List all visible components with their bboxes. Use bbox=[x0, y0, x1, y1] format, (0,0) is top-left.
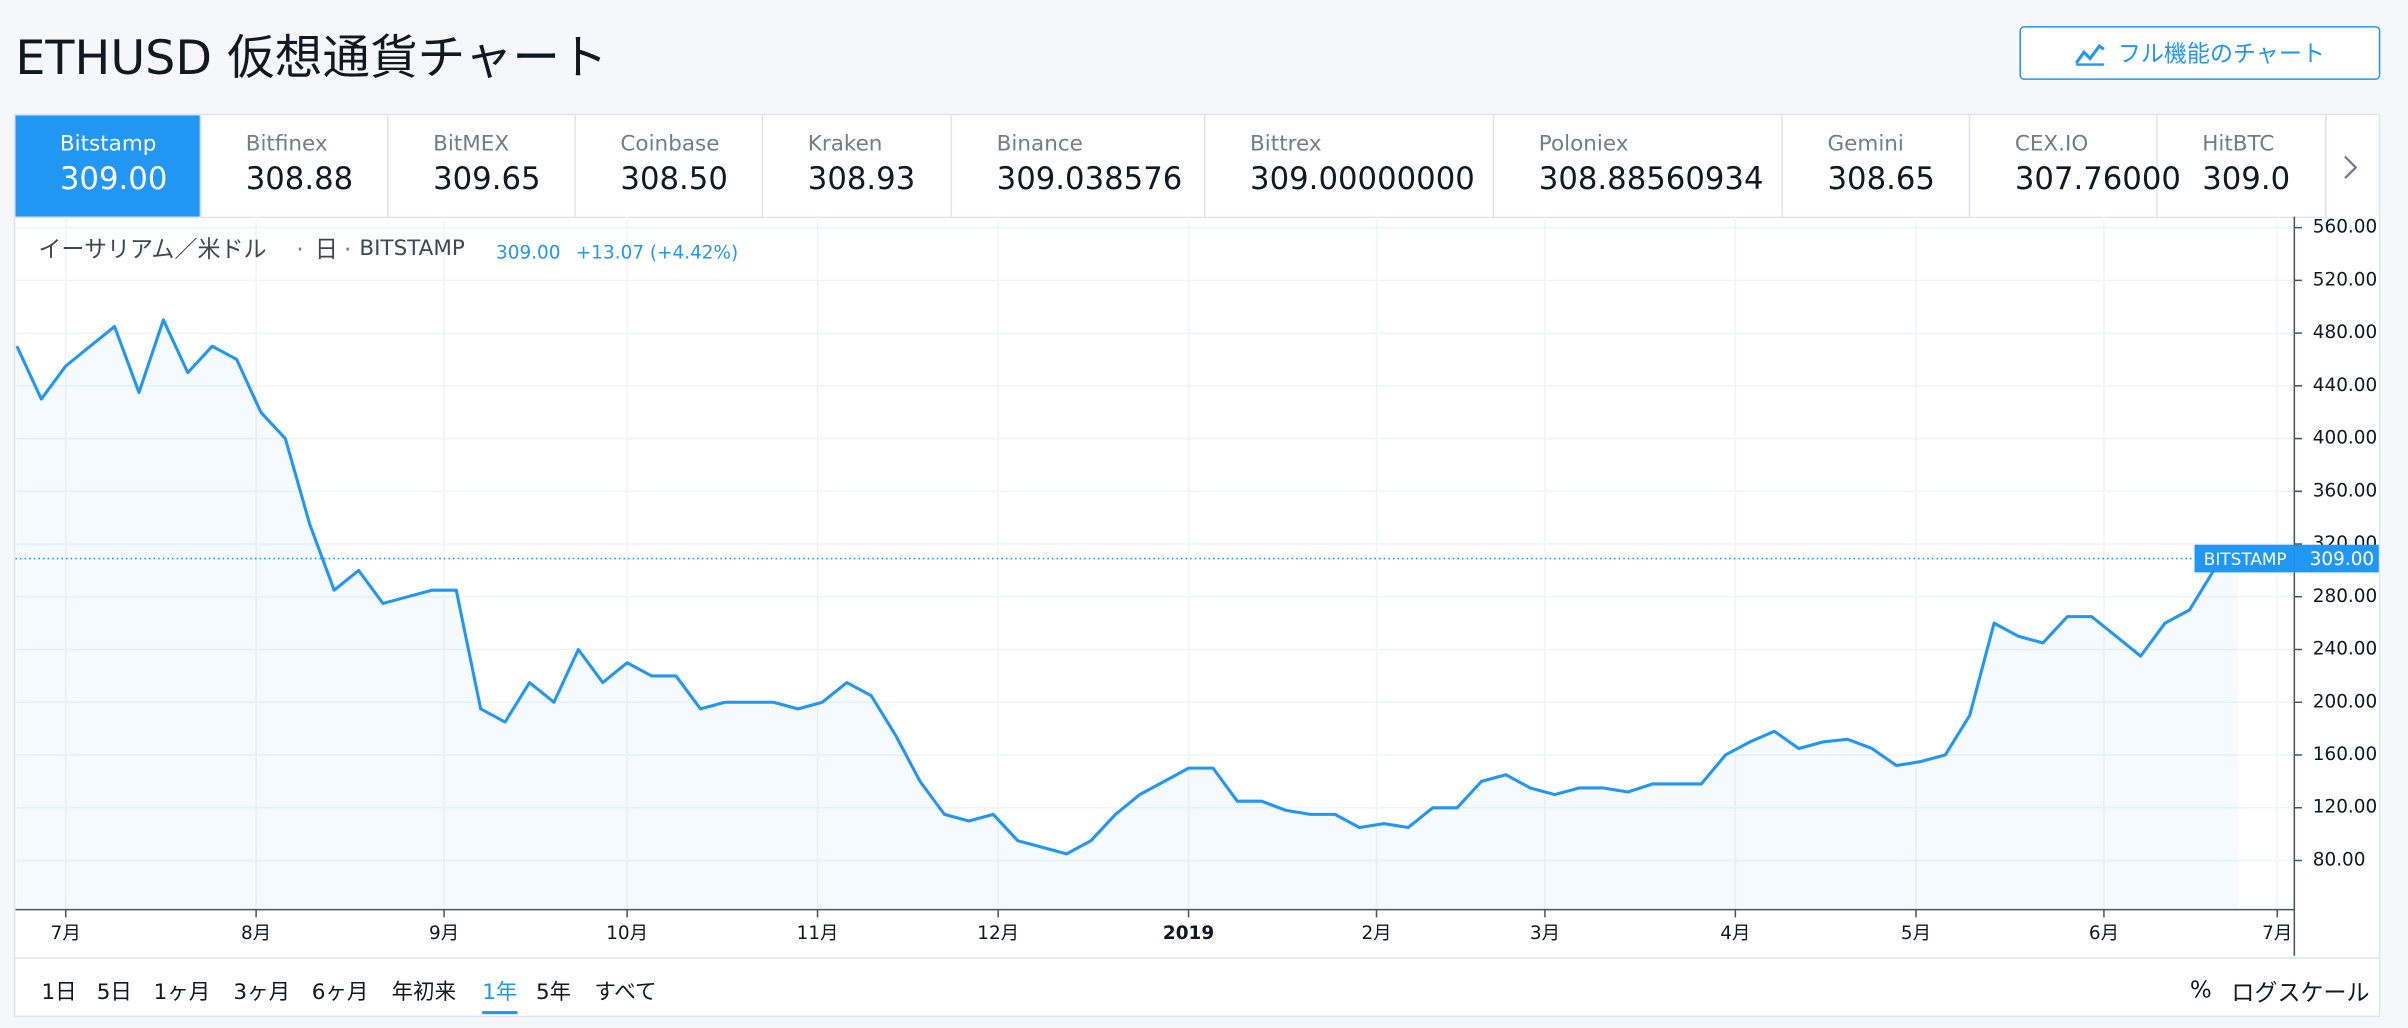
x-tick-label: 7月 bbox=[2262, 923, 2292, 944]
range-button[interactable]: 1日 bbox=[41, 980, 77, 1005]
y-tick-label: 200.00 bbox=[2313, 691, 2377, 712]
legend-dot: · bbox=[296, 237, 303, 263]
exchange-tab[interactable]: Coinbase 308.50 bbox=[576, 115, 764, 217]
y-tick-label: 480.00 bbox=[2313, 322, 2377, 343]
exchange-tab[interactable]: CEX.IO 307.76000 bbox=[1970, 115, 2181, 217]
exchange-price: 309.00000000 bbox=[1250, 159, 1475, 197]
exchange-tabs: Bitstamp 309.00 Bitfinex 308.88 BitMEX 309.65… bbox=[15, 115, 2329, 219]
exchange-name: CEX.IO bbox=[2014, 132, 2089, 157]
price-tag-name-box bbox=[2194, 544, 2295, 573]
price-tag-label: 309.00 bbox=[2310, 549, 2374, 570]
exchange-price: 309.038576 bbox=[996, 159, 1183, 197]
range-button[interactable]: すべて bbox=[594, 980, 657, 1005]
legend-symbol: イーサリアム／米ドル bbox=[38, 237, 266, 263]
y-tick-label: 560.00 bbox=[2313, 217, 2377, 238]
exchange-name: Gemini bbox=[1827, 132, 1904, 157]
x-tick-label: 7月 bbox=[51, 923, 81, 944]
exchange-price: 309.00 bbox=[59, 159, 168, 197]
legend-dot: · bbox=[344, 237, 351, 263]
exchange-name: Kraken bbox=[807, 132, 883, 157]
exchange-tab[interactable]: Gemini 308.65 bbox=[1783, 115, 1971, 217]
y-tick-label: 80.00 bbox=[2313, 849, 2366, 870]
chart: イーサリアム／米ドル · 日 · BITSTAMP 309.00 +13.07 … bbox=[15, 216, 2379, 956]
x-tick-label: 2月 bbox=[1361, 923, 1391, 944]
exchange-price: 308.88 bbox=[245, 159, 354, 197]
range-button[interactable]: 1ヶ月 bbox=[153, 980, 211, 1005]
range-button[interactable]: 年初来 bbox=[391, 980, 457, 1005]
y-tick-label: 240.00 bbox=[2313, 639, 2377, 660]
range-button[interactable]: 5年 bbox=[535, 980, 572, 1005]
exchange-tab[interactable]: Kraken 308.93 bbox=[763, 115, 953, 217]
exchange-tab[interactable]: Bitstamp 309.00 bbox=[15, 115, 202, 217]
exchange-tab[interactable]: HitBTC 309.0 bbox=[2158, 115, 2328, 216]
exchange-name: Bitstamp bbox=[59, 132, 157, 157]
exchange-tab[interactable]: Binance 309.038576 bbox=[952, 115, 1206, 217]
range-button[interactable]: 3ヶ月 bbox=[233, 980, 291, 1005]
exchange-price: 308.93 bbox=[807, 159, 916, 197]
exchange-name: Poloniex bbox=[1538, 132, 1629, 157]
range-button[interactable]: 6ヶ月 bbox=[311, 980, 369, 1005]
y-tick-label: 360.00 bbox=[2313, 480, 2377, 501]
exchange-tab[interactable]: Bittrex 309.00000000 bbox=[1206, 115, 1495, 217]
x-tick-label: 3月 bbox=[1530, 923, 1560, 944]
full-chart-button[interactable]: フル機能のチャート bbox=[2019, 26, 2381, 80]
exchange-price: 309.65 bbox=[433, 159, 541, 197]
arrow-icon bbox=[2344, 155, 2358, 180]
y-tick-label: 280.00 bbox=[2313, 586, 2377, 607]
x-tick-label: 8月 bbox=[241, 923, 271, 944]
exchange-tab[interactable]: BitMEX 309.65 bbox=[389, 115, 576, 217]
exchange-price: 308.65 bbox=[1827, 159, 1935, 197]
exchange-price: 309.0 bbox=[2202, 159, 2291, 197]
range-button[interactable]: 5日 bbox=[96, 980, 132, 1005]
page-title: ETHUSD 仮想通貨チャート bbox=[15, 30, 608, 87]
exchange-price: 307.76000 bbox=[2014, 159, 2181, 197]
exchange-name: Bittrex bbox=[1250, 132, 1322, 157]
legend-interval: 日 bbox=[315, 237, 338, 263]
price-line bbox=[15, 318, 2239, 856]
range-button[interactable]: 1年 bbox=[482, 976, 518, 1015]
y-tick-label: 520.00 bbox=[2313, 269, 2377, 290]
next-arrow[interactable] bbox=[2325, 115, 2379, 217]
area bbox=[16, 319, 2239, 910]
exchange-name: BitMEX bbox=[433, 132, 510, 157]
x-tick-label: 11月 bbox=[797, 923, 839, 944]
y-tick-label: 160.00 bbox=[2313, 744, 2377, 765]
x-tick-label: 4月 bbox=[1720, 923, 1750, 944]
legend-source: BITSTAMP bbox=[359, 236, 465, 261]
y-tick-label: 120.00 bbox=[2313, 797, 2377, 818]
exchange-name: Binance bbox=[996, 132, 1083, 157]
y-tick-label: 440.00 bbox=[2313, 375, 2377, 396]
y-tick-label: 400.00 bbox=[2313, 428, 2377, 449]
x-tick-label: 9月 bbox=[429, 923, 459, 944]
x-tick-label: 6月 bbox=[2089, 923, 2119, 944]
axis-option[interactable]: ログスケール bbox=[2231, 978, 2370, 1007]
x-tick-label: 12月 bbox=[977, 923, 1019, 944]
exchange-name: HitBTC bbox=[2202, 132, 2275, 157]
exchange-tab[interactable]: Bitfinex 308.88 bbox=[201, 115, 389, 217]
axis-option[interactable]: % bbox=[2189, 975, 2212, 1004]
exchange-name: Bitfinex bbox=[245, 132, 328, 157]
button-label: フル機能のチャート bbox=[2117, 39, 2325, 68]
grid bbox=[15, 216, 2295, 910]
chart-icon bbox=[2075, 43, 2105, 65]
exchange-tab[interactable]: Poloniex 308.88560934 bbox=[1494, 115, 1783, 217]
chart-card: Bitstamp 309.00 Bitfinex 308.88 BitMEX 309.65… bbox=[13, 113, 2381, 1018]
legend-last: 309.00 bbox=[496, 243, 560, 264]
bottom-bar: 1日 5日 1ヶ月 3ヶ月 6ヶ月 年初来 1年 5年 すべて% ログスケール bbox=[15, 957, 2379, 1015]
exchange-name: Coinbase bbox=[620, 132, 720, 157]
price-tag-name: BITSTAMP bbox=[2204, 549, 2287, 569]
x-tick-label: 10月 bbox=[606, 923, 648, 944]
price-tag-box bbox=[2294, 544, 2379, 573]
x-tick-label: 2019 bbox=[1163, 923, 1214, 944]
x-tick-label: 5月 bbox=[1901, 923, 1931, 944]
exchange-price: 308.50 bbox=[620, 159, 728, 197]
exchange-price: 308.88560934 bbox=[1538, 159, 1764, 197]
legend-change: +13.07 (+4.42%) bbox=[576, 243, 738, 264]
